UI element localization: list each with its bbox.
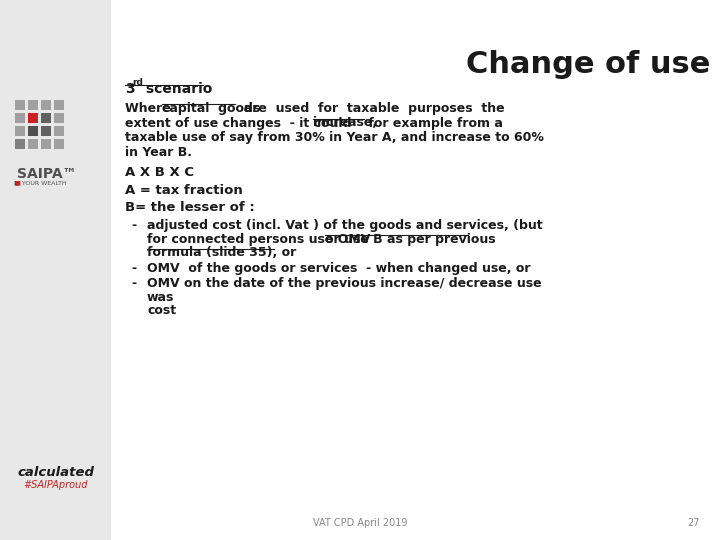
Bar [54,139,64,149]
Text: SAIPA™: SAIPA™ [17,167,76,181]
Text: -: - [131,278,136,291]
Text: ■ YOUR WEALTH: ■ YOUR WEALTH [14,180,67,185]
Text: for connected persons use OMV: for connected persons use OMV [147,233,374,246]
Text: adjusted cost (incl. Vat ) of the goods and services, (but: adjusted cost (incl. Vat ) of the goods … [147,219,543,233]
Bar [28,100,38,110]
Bar [28,139,38,149]
Bar [41,126,51,136]
Bar [54,100,64,110]
Text: A X B X C: A X B X C [125,166,194,179]
Text: 27: 27 [688,518,700,528]
Text: rd: rd [132,78,143,87]
Bar [15,126,25,136]
Bar [15,139,25,149]
Text: capital  goods: capital goods [162,102,260,115]
Bar [15,100,25,110]
Text: are  used  for  taxable  purposes  the: are used for taxable purposes the [235,102,505,115]
Text: Change of use: Change of use [466,50,710,79]
Text: 3: 3 [125,82,135,96]
Bar [41,100,51,110]
Text: taxable use of say from 30% in Year A, and increase to 60%: taxable use of say from 30% in Year A, a… [125,131,544,144]
Text: -: - [131,219,136,233]
Bar [28,126,38,136]
FancyBboxPatch shape [111,0,720,540]
Text: A = tax fraction: A = tax fraction [125,184,243,197]
Bar [41,139,51,149]
FancyBboxPatch shape [0,0,111,540]
Text: OMV on the date of the previous increase/ decrease use: OMV on the date of the previous increase… [147,278,541,291]
Text: VAT CPD April 2019: VAT CPD April 2019 [312,518,408,528]
Text: scenario: scenario [141,82,212,96]
Bar [15,113,25,123]
Text: for example from a: for example from a [364,117,503,130]
Text: Where: Where [125,102,179,115]
Bar [28,113,38,123]
Text: ■: ■ [14,180,20,185]
Text: #SAIPAproud: #SAIPAproud [23,480,88,490]
Text: OMV  of the goods or services  - when changed use, or: OMV of the goods or services - when chan… [147,262,531,275]
Text: was: was [147,291,174,304]
Text: increase,: increase, [313,117,377,130]
Text: extent of use changes  - it could: extent of use changes - it could [125,117,356,130]
Text: cost: cost [147,305,176,318]
Bar [41,113,51,123]
Bar [54,113,64,123]
Bar [54,126,64,136]
Text: calculated: calculated [17,465,94,478]
Text: B= the lesser of :: B= the lesser of : [125,201,255,214]
Text: -: - [131,262,136,275]
Text: in Year B.: in Year B. [125,145,192,159]
Text: or use B as per previous: or use B as per previous [325,233,495,246]
Text: formula (slide 35), or: formula (slide 35), or [147,246,296,260]
